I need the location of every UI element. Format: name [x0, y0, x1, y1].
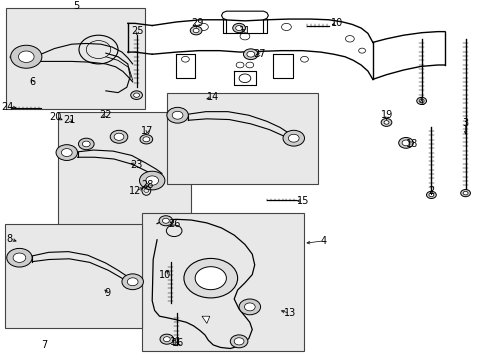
Circle shape	[428, 193, 433, 197]
Circle shape	[235, 26, 242, 31]
Text: 27: 27	[253, 49, 265, 59]
Text: 16: 16	[171, 338, 183, 348]
Circle shape	[133, 93, 139, 97]
Text: 20: 20	[49, 112, 61, 122]
Text: 17: 17	[141, 126, 153, 136]
Circle shape	[230, 335, 247, 348]
Text: 15: 15	[297, 196, 309, 206]
Circle shape	[166, 107, 188, 123]
Circle shape	[380, 118, 391, 126]
Text: 11: 11	[169, 337, 182, 347]
Text: 13: 13	[283, 309, 295, 318]
Circle shape	[162, 218, 169, 223]
Circle shape	[82, 141, 90, 147]
Text: 10: 10	[159, 270, 171, 280]
Text: 24: 24	[1, 102, 14, 112]
Text: 11: 11	[238, 26, 250, 36]
Circle shape	[127, 278, 138, 286]
Circle shape	[193, 28, 199, 33]
Circle shape	[288, 134, 299, 142]
Circle shape	[401, 140, 409, 146]
Circle shape	[195, 267, 226, 290]
Text: 28: 28	[141, 180, 153, 190]
Circle shape	[159, 216, 172, 226]
Text: 4: 4	[320, 236, 326, 246]
Circle shape	[243, 49, 258, 60]
Circle shape	[79, 138, 94, 150]
Circle shape	[142, 137, 149, 142]
Bar	[59, 112, 191, 231]
Circle shape	[110, 130, 127, 143]
Circle shape	[418, 99, 423, 103]
Circle shape	[56, 145, 78, 161]
Text: 23: 23	[130, 161, 142, 171]
Text: 3: 3	[462, 118, 468, 128]
Circle shape	[130, 91, 142, 99]
Circle shape	[140, 135, 152, 144]
Circle shape	[460, 189, 469, 197]
Circle shape	[239, 299, 260, 315]
Circle shape	[163, 337, 170, 342]
Circle shape	[183, 258, 237, 298]
Text: 21: 21	[63, 114, 75, 125]
Circle shape	[13, 253, 26, 262]
Circle shape	[19, 51, 34, 63]
Polygon shape	[202, 316, 209, 323]
Text: 25: 25	[131, 26, 143, 36]
Text: 29: 29	[190, 18, 203, 28]
Circle shape	[383, 121, 388, 124]
Text: 26: 26	[168, 219, 180, 229]
Circle shape	[398, 138, 412, 148]
Text: 18: 18	[405, 139, 417, 149]
Bar	[142, 213, 303, 351]
Circle shape	[232, 23, 245, 33]
Text: 10: 10	[330, 18, 342, 28]
Text: 1: 1	[418, 96, 424, 107]
Text: 22: 22	[100, 110, 112, 120]
Circle shape	[283, 130, 304, 146]
Circle shape	[234, 338, 244, 345]
Text: 6: 6	[29, 77, 36, 87]
Circle shape	[462, 191, 467, 195]
Circle shape	[416, 97, 426, 104]
Text: 9: 9	[104, 288, 110, 297]
Bar	[5, 224, 142, 328]
Circle shape	[190, 26, 202, 35]
Circle shape	[11, 45, 42, 68]
Circle shape	[7, 248, 32, 267]
Text: 19: 19	[381, 110, 393, 120]
Text: 14: 14	[206, 92, 219, 102]
Circle shape	[114, 133, 123, 140]
Circle shape	[426, 191, 435, 198]
Circle shape	[246, 51, 254, 57]
Text: 12: 12	[129, 186, 141, 195]
Text: 2: 2	[427, 186, 434, 196]
Text: 8: 8	[7, 234, 13, 244]
Circle shape	[139, 171, 164, 190]
Text: 7: 7	[41, 340, 48, 350]
Text: 5: 5	[73, 1, 80, 11]
Circle shape	[244, 303, 255, 311]
Circle shape	[61, 149, 72, 157]
Bar	[6, 8, 144, 109]
Circle shape	[160, 334, 173, 344]
Circle shape	[122, 274, 143, 290]
Circle shape	[145, 176, 158, 185]
Circle shape	[172, 111, 183, 119]
Bar	[166, 93, 318, 184]
